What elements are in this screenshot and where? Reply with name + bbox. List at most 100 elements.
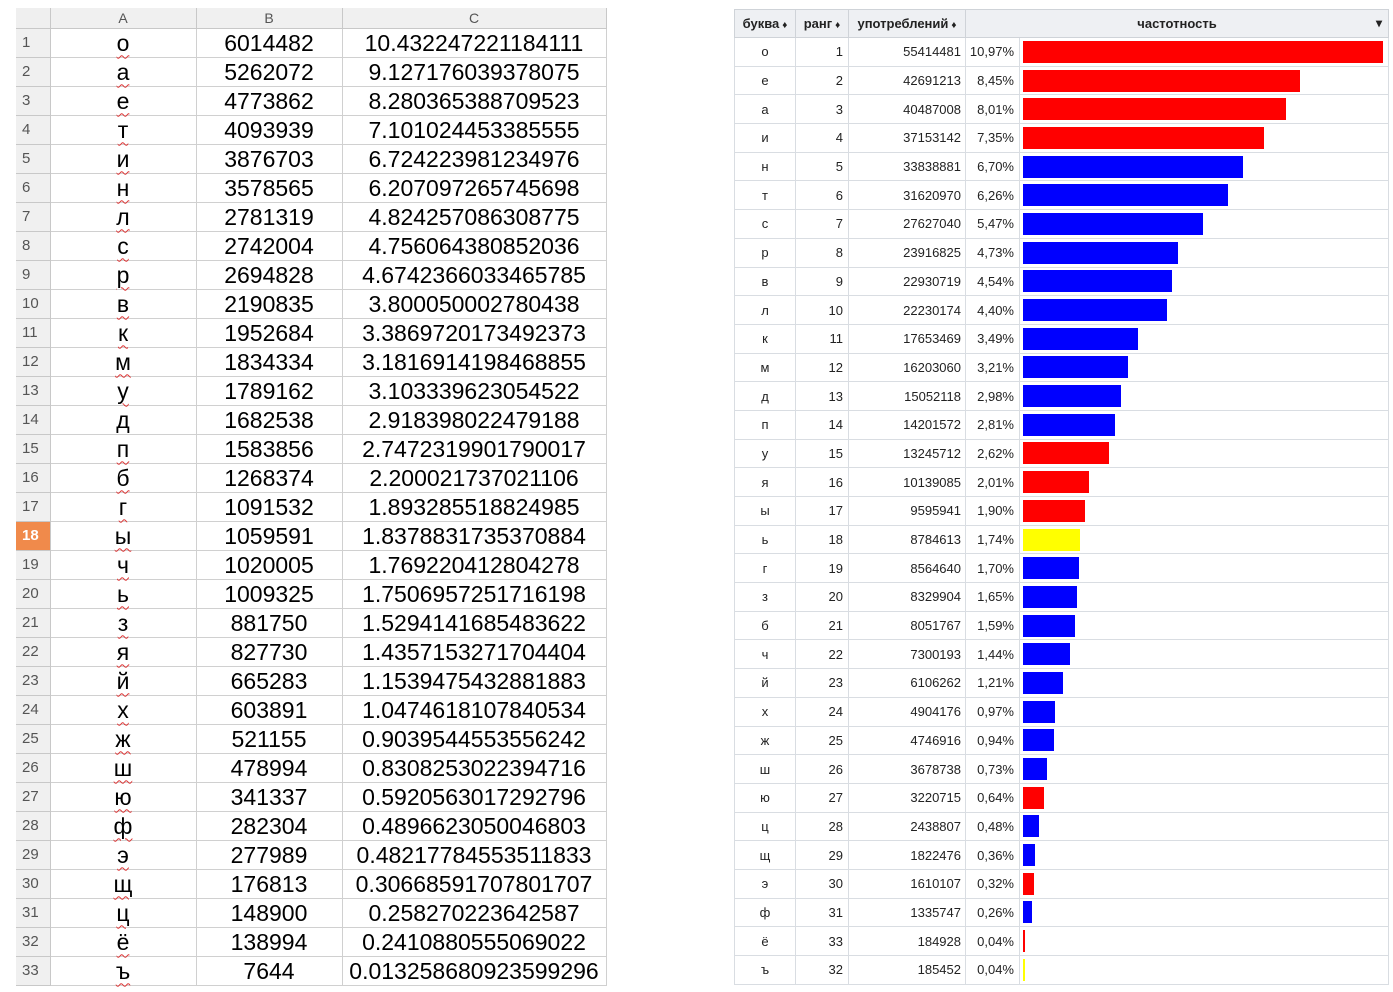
cell-count[interactable]: 2694828 — [196, 260, 343, 290]
cell-count[interactable]: 881750 — [196, 608, 343, 638]
cell-percent[interactable]: 3.3869720173492373 — [342, 318, 607, 348]
header-rank[interactable]: ранг ♦ — [795, 9, 849, 38]
cell-letter[interactable]: и — [50, 144, 197, 174]
row-number[interactable]: 25 — [16, 724, 51, 754]
row-number[interactable]: 29 — [16, 840, 51, 870]
cell-percent[interactable]: 6.207097265745698 — [342, 173, 607, 203]
row-number[interactable]: 20 — [16, 579, 51, 609]
cell-percent[interactable]: 0.2410880555069022 — [342, 927, 607, 957]
cell-letter[interactable]: о — [50, 28, 197, 58]
cell-letter[interactable]: в — [50, 289, 197, 319]
cell-letter[interactable]: ы — [50, 521, 197, 551]
row-number[interactable]: 24 — [16, 695, 51, 725]
row-number[interactable]: 3 — [16, 86, 51, 116]
cell-count[interactable]: 277989 — [196, 840, 343, 870]
cell-count[interactable]: 1682538 — [196, 405, 343, 435]
cell-percent[interactable]: 0.30668591707801707 — [342, 869, 607, 899]
cell-percent[interactable]: 8.280365388709523 — [342, 86, 607, 116]
cell-count[interactable]: 1009325 — [196, 579, 343, 609]
cell-count[interactable]: 2190835 — [196, 289, 343, 319]
cell-percent[interactable]: 2.918398022479188 — [342, 405, 607, 435]
cell-count[interactable]: 1091532 — [196, 492, 343, 522]
row-number[interactable]: 13 — [16, 376, 51, 406]
cell-letter[interactable]: й — [50, 666, 197, 696]
cell-letter[interactable]: ь — [50, 579, 197, 609]
row-number[interactable]: 26 — [16, 753, 51, 783]
cell-percent[interactable]: 10.432247221184111 — [342, 28, 607, 58]
cell-count[interactable]: 341337 — [196, 782, 343, 812]
cell-count[interactable]: 6014482 — [196, 28, 343, 58]
row-number[interactable]: 6 — [16, 173, 51, 203]
row-number[interactable]: 1 — [16, 28, 51, 58]
cell-letter[interactable]: д — [50, 405, 197, 435]
cell-letter[interactable]: б — [50, 463, 197, 493]
row-number[interactable]: 11 — [16, 318, 51, 348]
row-number[interactable]: 12 — [16, 347, 51, 377]
cell-letter[interactable]: ж — [50, 724, 197, 754]
row-number[interactable]: 17 — [16, 492, 51, 522]
cell-percent[interactable]: 4.6742366033465785 — [342, 260, 607, 290]
cell-percent[interactable]: 3.800050002780438 — [342, 289, 607, 319]
cell-percent[interactable]: 4.824257086308775 — [342, 202, 607, 232]
cell-percent[interactable]: 0.9039544553556242 — [342, 724, 607, 754]
cell-count[interactable]: 478994 — [196, 753, 343, 783]
cell-letter[interactable]: х — [50, 695, 197, 725]
column-header-b[interactable]: B — [196, 8, 343, 29]
cell-percent[interactable]: 0.258270223642587 — [342, 898, 607, 928]
cell-count[interactable]: 138994 — [196, 927, 343, 957]
cell-percent[interactable]: 1.893285518824985 — [342, 492, 607, 522]
cell-count[interactable]: 176813 — [196, 869, 343, 899]
row-number[interactable]: 10 — [16, 289, 51, 319]
cell-percent[interactable]: 0.013258680923599296 — [342, 956, 607, 986]
cell-percent[interactable]: 6.724223981234976 — [342, 144, 607, 174]
cell-letter[interactable]: м — [50, 347, 197, 377]
row-number[interactable]: 5 — [16, 144, 51, 174]
cell-percent[interactable]: 1.769220412804278 — [342, 550, 607, 580]
row-number[interactable]: 22 — [16, 637, 51, 667]
row-number[interactable]: 15 — [16, 434, 51, 464]
cell-count[interactable]: 1059591 — [196, 521, 343, 551]
row-number[interactable]: 27 — [16, 782, 51, 812]
cell-letter[interactable]: я — [50, 637, 197, 667]
cell-count[interactable]: 7644 — [196, 956, 343, 986]
cell-percent[interactable]: 7.101024453385555 — [342, 115, 607, 145]
cell-letter[interactable]: щ — [50, 869, 197, 899]
row-number[interactable]: 7 — [16, 202, 51, 232]
column-header-c[interactable]: C — [342, 8, 607, 29]
header-frequency[interactable]: частотность ▾ — [965, 9, 1389, 38]
cell-count[interactable]: 1020005 — [196, 550, 343, 580]
row-number[interactable]: 32 — [16, 927, 51, 957]
cell-percent[interactable]: 3.103339623054522 — [342, 376, 607, 406]
cell-letter[interactable]: н — [50, 173, 197, 203]
cell-count[interactable]: 1952684 — [196, 318, 343, 348]
cell-letter[interactable]: ч — [50, 550, 197, 580]
row-number[interactable]: 9 — [16, 260, 51, 290]
dropdown-arrow-icon[interactable]: ▾ — [1375, 16, 1382, 30]
cell-letter[interactable]: е — [50, 86, 197, 116]
cell-letter[interactable]: п — [50, 434, 197, 464]
cell-percent[interactable]: 1.0474618107840534 — [342, 695, 607, 725]
row-number[interactable]: 16 — [16, 463, 51, 493]
cell-letter[interactable]: ф — [50, 811, 197, 841]
header-letter[interactable]: буква ♦ — [734, 9, 796, 38]
cell-percent[interactable]: 2.7472319901790017 — [342, 434, 607, 464]
row-number[interactable]: 28 — [16, 811, 51, 841]
row-number[interactable]: 8 — [16, 231, 51, 261]
row-number[interactable]: 2 — [16, 57, 51, 87]
cell-letter[interactable]: ъ — [50, 956, 197, 986]
cell-percent[interactable]: 0.8308253022394716 — [342, 753, 607, 783]
cell-letter[interactable]: т — [50, 115, 197, 145]
cell-letter[interactable]: у — [50, 376, 197, 406]
row-number[interactable]: 14 — [16, 405, 51, 435]
cell-letter[interactable]: а — [50, 57, 197, 87]
cell-percent[interactable]: 0.5920563017292796 — [342, 782, 607, 812]
cell-percent[interactable]: 1.8378831735370884 — [342, 521, 607, 551]
row-number[interactable]: 31 — [16, 898, 51, 928]
cell-letter[interactable]: ц — [50, 898, 197, 928]
cell-count[interactable]: 827730 — [196, 637, 343, 667]
row-number[interactable]: 30 — [16, 869, 51, 899]
cell-count[interactable]: 603891 — [196, 695, 343, 725]
cell-percent[interactable]: 9.127176039378075 — [342, 57, 607, 87]
cell-count[interactable]: 5262072 — [196, 57, 343, 87]
cell-percent[interactable]: 1.5294141685483622 — [342, 608, 607, 638]
